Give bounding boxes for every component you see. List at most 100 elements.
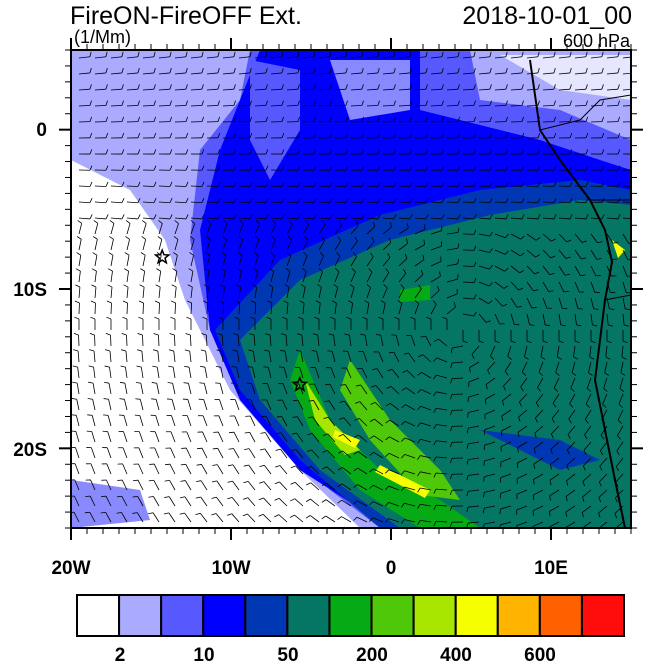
wind-barb [318, 201, 331, 204]
wind-barb [135, 398, 141, 400]
wind-barb [142, 302, 144, 315]
wind-barb [302, 271, 307, 283]
wind-barb [121, 198, 125, 203]
wind-barb [433, 505, 437, 510]
wind-barb [393, 116, 397, 122]
wind-barb [425, 198, 429, 203]
wind-barb [249, 68, 252, 74]
wind-barb [336, 252, 341, 257]
wind-barb [606, 281, 611, 293]
wind-barb [270, 252, 275, 256]
wind-barb [105, 512, 112, 523]
wind-barb [553, 100, 556, 106]
wind-barb [158, 334, 160, 347]
wind-barb [185, 333, 191, 336]
wind-barb [188, 367, 192, 379]
wind-barb [337, 467, 343, 471]
wind-barb [617, 198, 621, 203]
wind-barb [219, 399, 224, 411]
wind-barb [478, 297, 489, 304]
wind-barb [286, 72, 298, 75]
wind-barb [390, 386, 400, 395]
wind-barb [334, 240, 342, 251]
wind-barb [433, 440, 437, 446]
wind-barb [168, 512, 176, 523]
wind-barb [318, 255, 324, 267]
wind-barb [393, 51, 396, 57]
wind-barb [533, 441, 544, 449]
wind-barb [526, 217, 538, 220]
wind-barb [526, 249, 536, 258]
wind-barb [532, 505, 544, 512]
wind-barb [446, 247, 458, 251]
wind-barb [538, 371, 544, 376]
wind-barb [313, 165, 317, 171]
wind-barb [184, 512, 192, 523]
wind-barb [551, 425, 560, 435]
wind-barb [141, 351, 144, 363]
wind-barb [300, 351, 304, 363]
wind-barb [142, 72, 154, 75]
wind-barb [430, 104, 443, 107]
wind-barb [169, 333, 175, 336]
wind-barb [106, 300, 112, 304]
wind-barb [484, 409, 496, 415]
wind-barb [414, 259, 425, 267]
wind-barb [601, 51, 604, 57]
wind-barb [397, 300, 403, 304]
wind-barb [265, 68, 268, 74]
wind-barb [94, 217, 106, 220]
wind-barb [606, 340, 612, 344]
wind-barb [521, 165, 525, 171]
wind-barb [542, 233, 552, 242]
wind-barb [526, 201, 539, 204]
wind-barb [600, 441, 608, 451]
wind-barb [254, 255, 259, 267]
wind-barb [297, 51, 300, 57]
wind-barb [201, 464, 208, 475]
wind-barb [462, 217, 474, 220]
wind-barb [617, 84, 620, 90]
wind-barb [76, 252, 82, 256]
wind-barb [242, 497, 248, 500]
wind-barb [105, 51, 108, 57]
wind-barb [200, 512, 208, 523]
wind-barb [350, 225, 359, 235]
wind-barb [180, 463, 186, 466]
wind-barb [569, 100, 572, 106]
wind-barb [109, 236, 114, 240]
wind-barb [615, 466, 620, 472]
wind-barb [473, 68, 476, 74]
wind-barb [584, 419, 589, 424]
wind-barb [226, 513, 232, 516]
wind-barb [377, 181, 381, 187]
wind-barb [297, 198, 301, 203]
wind-barb [614, 513, 618, 519]
wind-barb [152, 349, 158, 352]
wind-barb [217, 51, 220, 57]
wind-barb [173, 334, 176, 347]
wind-barb [313, 51, 316, 57]
wind-barb [361, 68, 364, 74]
wind-barb [430, 245, 442, 251]
wind-barb [433, 456, 437, 462]
wind-barb [457, 51, 460, 57]
wind-barb [90, 479, 96, 491]
wind-barb [136, 365, 142, 368]
wind-barb [290, 481, 296, 485]
wind-barb [329, 68, 332, 74]
wind-barb [190, 88, 202, 91]
wind-barb [398, 288, 405, 299]
wind-barb [89, 165, 93, 171]
wind-barb [169, 51, 172, 57]
wind-barb [391, 334, 397, 336]
wind-barb [520, 235, 525, 240]
wind-barb [526, 340, 532, 344]
wind-barb [489, 84, 492, 90]
wind-barb [401, 404, 406, 409]
wind-barb [420, 438, 432, 443]
wind-barb [184, 496, 192, 507]
wind-barb [377, 116, 381, 122]
wind-barb [537, 387, 541, 392]
wind-barb [409, 198, 413, 203]
